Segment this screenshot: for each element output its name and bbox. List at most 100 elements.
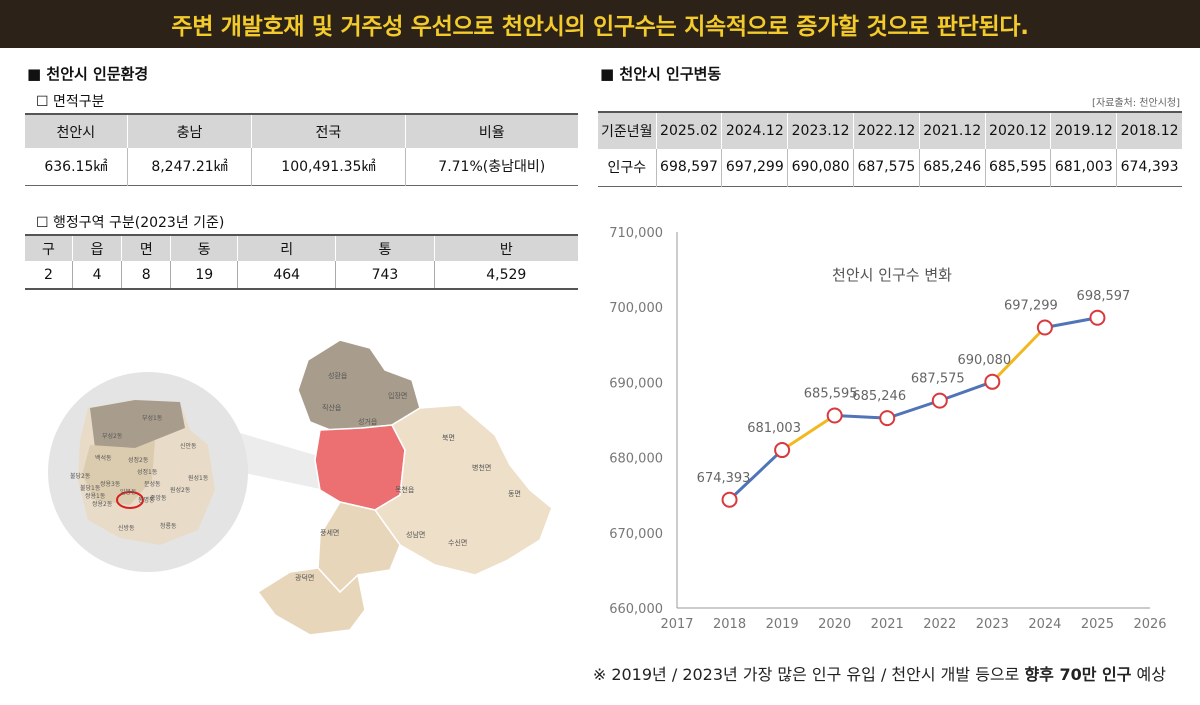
area-header-cell: 충남 [126,114,252,148]
line-segment-highlight [780,414,837,452]
inset-label: 청룡동 [160,523,177,530]
source-note: [자료출처: 천안시청] [1092,98,1180,109]
inset-label: 백석동 [95,454,112,462]
pop-period-cell: 2019.12 [1050,112,1117,149]
pop-value-cell: 697,299 [721,149,788,186]
admin-header-row: 구 읍 면 동 리 통 반 [25,235,578,261]
y-tick-label: 690,000 [609,376,663,391]
area-header-cell: 전국 [251,114,405,148]
line-segment [728,448,784,502]
inset-labels: 부성1동 부성2동 신안동 백석동 성정2동 성정1동 불당2동 불당1동 쌍용… [70,414,209,532]
admin-header-cell: 리 [237,235,336,261]
data-point [826,407,843,424]
pop-value-cell: 685,595 [984,149,1051,186]
subtitle-area: ☐ 면적구분 [36,94,105,110]
inset-label: 신안동 [180,442,197,450]
data-label: 697,299 [1004,299,1058,314]
cheonan-map: 부성1동 부성2동 신안동 백석동 성정2동 성정1동 불당2동 불당1동 쌍용… [40,330,570,640]
pop-period-cell: 2022.12 [853,112,920,149]
admin-value-cell: 2 [44,266,53,283]
line-segment [938,380,994,403]
admin-value-cell: 8 [121,261,171,289]
x-tick-label: 2020 [818,617,851,632]
pop-period-cell: 2018.12 [1116,112,1182,149]
map-label: 성남면 [406,530,425,539]
data-label: 681,003 [747,421,801,436]
data-label: 674,393 [697,471,751,486]
data-point [774,442,791,459]
admin-header-cell: 통 [335,235,435,261]
data-label: 685,595 [804,387,858,402]
y-tick-label: 660,000 [609,602,663,617]
map-label: 광덕면 [295,573,314,582]
data-label: 690,080 [957,353,1011,368]
population-chart: 660,000 670,000 680,000 690,000 700,000 710,0… [600,215,1190,645]
headline-banner: 주변 개발호재 및 거주성 우선으로 천안시의 인구수는 지속적으로 증가할 것… [0,0,1200,48]
line-segment-highlight [990,326,1047,384]
pop-value-cell: 681,003 [1050,149,1117,186]
pop-value-cell: 690,080 [787,149,854,186]
pop-value-cell: 687,575 [853,149,920,186]
inset-label: 쌍용2동 [92,500,113,508]
admin-header-cell: 면 [121,235,171,261]
area-header-cell: 비율 [404,114,578,148]
footnote-suffix: 예상 [1131,665,1166,684]
map-label: 성환읍 [328,371,348,380]
admin-header-cell: 구 [25,235,73,261]
pop-period-cell: 2023.12 [787,112,854,149]
area-header-cell: 천안시 [25,114,128,148]
y-tick-label: 710,000 [609,226,663,241]
x-tick-label: 2017 [660,617,693,632]
pop-value-cell: 698,597 [655,149,722,186]
pop-row-header: 기준년월 [598,112,657,149]
area-value-cell: 7.71%(충남대비) [404,148,578,185]
x-tick-label: 2021 [871,617,904,632]
admin-value-cell: 19 [170,261,238,289]
pop-period-cell: 2024.12 [721,112,788,149]
area-value-cell: 8,247.21㎢ [126,148,252,185]
data-point [721,491,738,508]
area-value-cell: 636.15㎢ [44,159,108,176]
inset-focus-ring [116,491,144,509]
map-label: 입장면 [388,391,407,400]
pop-value-cell: 674,393 [1116,149,1182,186]
inset-label: 신방동 [118,524,135,532]
section-title-humanities: ■ 천안시 인문환경 [27,65,149,83]
line-segment [833,414,889,420]
map-east-region [373,404,553,576]
inset-label: 성정2동 [128,456,149,464]
inset-label: 일봉동 [120,488,137,496]
data-label: 687,575 [911,372,965,387]
footnote-bold: 향후 70만 인구 [1024,665,1132,684]
chart-title: 천안시 인구수 변화 [832,266,952,284]
map-label: 목천읍 [395,485,415,494]
inset-label: 원성1동 [188,474,209,482]
inset-label: 불당1동 [80,484,101,492]
footnote-prefix: ※ 2019년 / 2023년 가장 많은 인구 유입 / 천안시 개발 등으로 [592,665,1025,684]
map-highlight-region [314,424,406,511]
subtitle-admin: ☐ 행정구역 구분(2023년 기준) [36,215,225,231]
population-table: 기준년월 2025.02 2024.12 2023.12 2022.12 202… [598,111,1182,187]
admin-header-cell: 동 [170,235,238,261]
admin-value-cell: 743 [335,261,435,289]
admin-header-cell: 읍 [71,235,122,261]
map-label: 병천면 [472,463,491,472]
pop-period-row: 기준년월 2025.02 2024.12 2023.12 2022.12 202… [598,112,1182,149]
admin-table: 구 읍 면 동 리 통 반 2 4 8 19 464 743 4,529 [25,234,578,290]
x-tick-label: 2025 [1081,617,1114,632]
y-tick-label: 700,000 [609,301,663,316]
x-tick-label: 2026 [1133,617,1166,632]
y-tick-label: 680,000 [609,452,663,467]
x-tick-label: 2018 [713,617,746,632]
data-label: 685,246 [852,389,906,404]
pop-row-header: 인구수 [607,160,647,177]
admin-value-cell: 464 [237,261,336,289]
x-tick-label: 2024 [1028,617,1061,632]
admin-value-cell: 4 [71,261,122,289]
data-point [984,373,1001,390]
line-segment [885,399,942,420]
inset-label: 문성동 [144,480,161,488]
data-point [1089,309,1106,326]
footnote: ※ 2019년 / 2023년 가장 많은 인구 유입 / 천안시 개발 등으로… [593,661,1166,685]
pop-value-row: 인구수 698,597 697,299 690,080 687,575 685,… [598,149,1182,186]
